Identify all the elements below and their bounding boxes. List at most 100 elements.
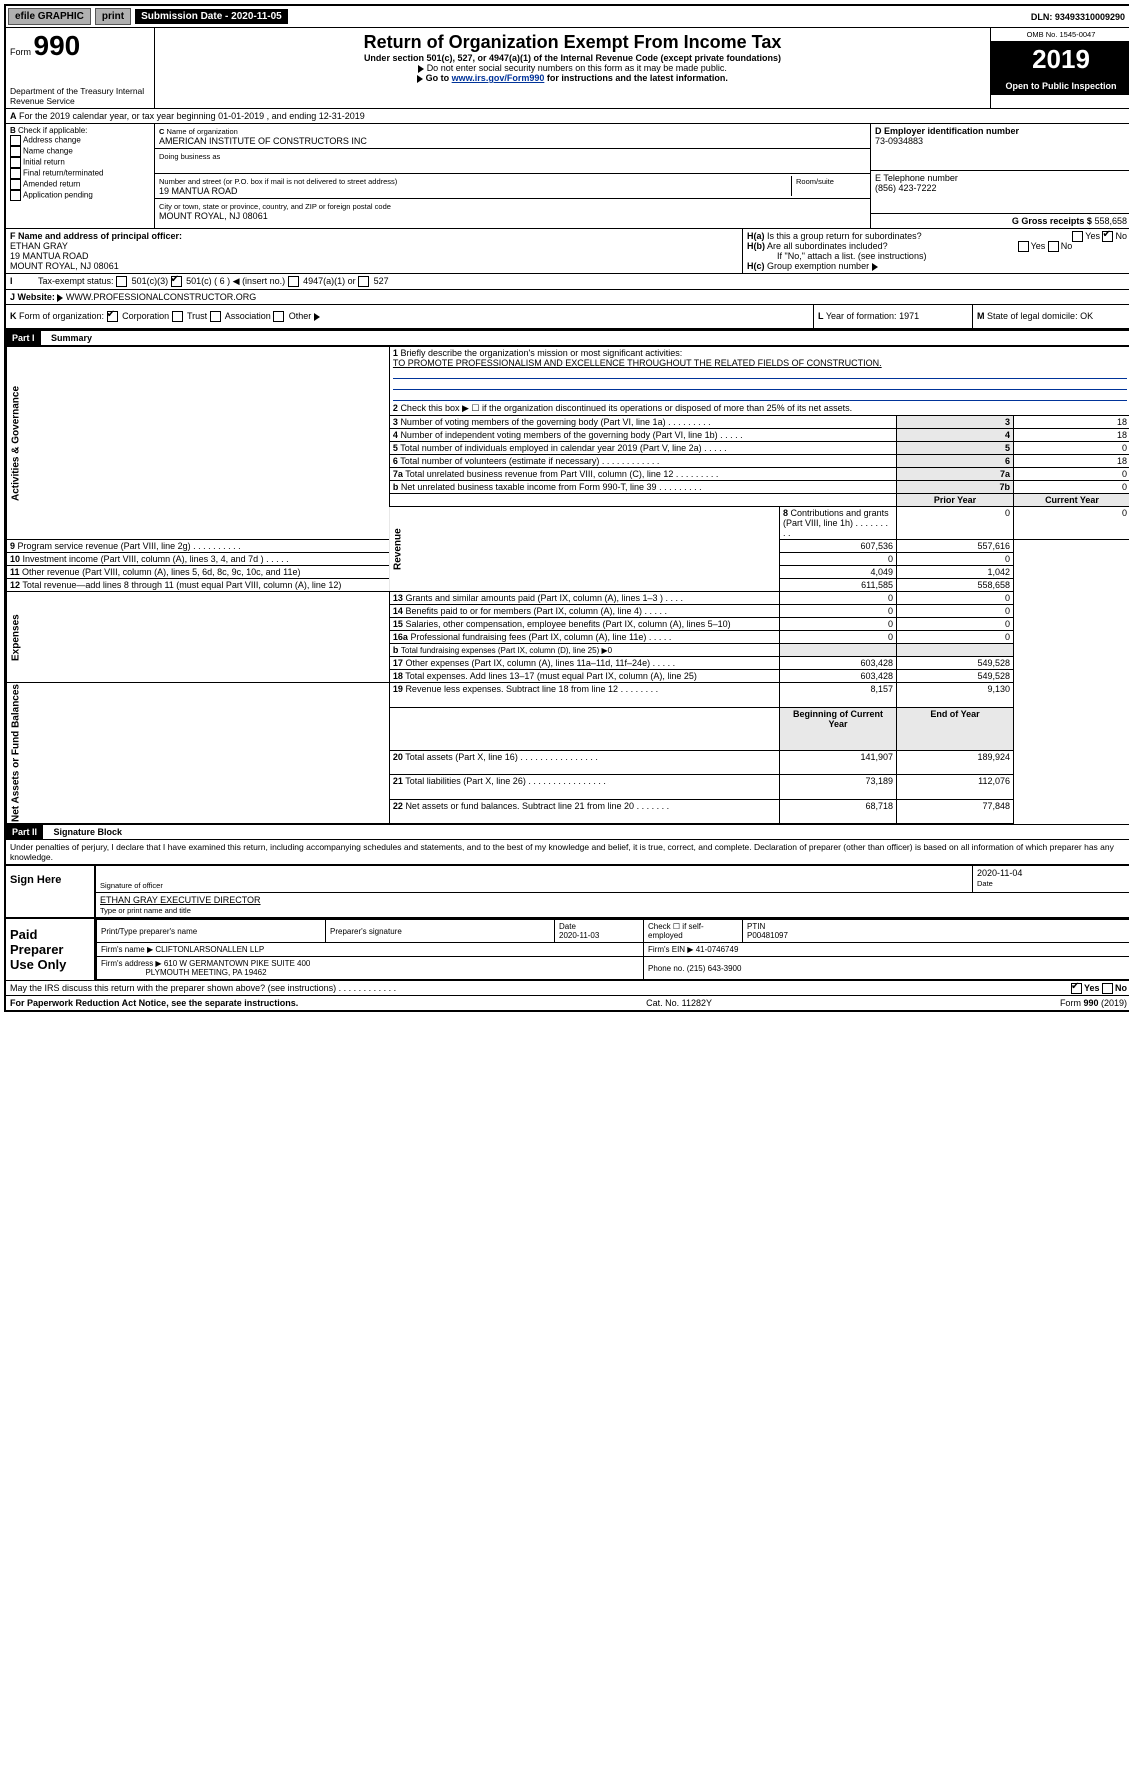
checkbox-final[interactable] — [10, 168, 21, 179]
cb-501c3[interactable] — [116, 276, 127, 287]
ptin-label: PTIN — [747, 922, 765, 931]
main-title: Return of Organization Exempt From Incom… — [159, 32, 986, 53]
form-org-label: Form of organization: — [19, 311, 104, 321]
state-label: State of legal domicile: — [987, 311, 1078, 321]
l17-curr: 549,528 — [897, 657, 1014, 670]
efile-button[interactable]: efile GRAPHIC — [8, 8, 91, 25]
cb-501c[interactable] — [171, 276, 182, 287]
q2-text: Check this box ▶ ☐ if the organization d… — [400, 403, 852, 413]
l3-num: 3 — [897, 416, 1014, 429]
prep-selfemp: Check ☐ if self-employed — [648, 922, 704, 940]
l16b-text: Total fundraising expenses (Part IX, col… — [401, 646, 612, 655]
l7b-val: 0 — [1014, 481, 1129, 494]
footer-center: Cat. No. 11282Y — [646, 998, 712, 1008]
l16a-text: Professional fundraising fees (Part IX, … — [410, 632, 646, 642]
hdr-begin: Beginning of Current Year — [780, 707, 897, 750]
website-value: WWW.PROFESSIONALCONSTRUCTOR.ORG — [66, 292, 256, 302]
dln-label: DLN: 93493310009290 — [1027, 10, 1129, 24]
hb-no[interactable] — [1048, 241, 1059, 252]
form-header: Form 990 Department of the Treasury Inte… — [6, 28, 1129, 109]
sig-date: 2020-11-04 — [977, 868, 1022, 878]
phone-label: E Telephone number — [875, 173, 958, 183]
checkbox-name-change[interactable] — [10, 146, 21, 157]
goto-pre: Go to — [426, 73, 452, 83]
hdr-end: End of Year — [897, 707, 1014, 750]
cb-trust[interactable] — [172, 311, 183, 322]
box-c: C Name of organization AMERICAN INSTITUT… — [155, 124, 871, 228]
cb-corp[interactable] — [107, 311, 118, 322]
subtitle: Under section 501(c), 527, or 4947(a)(1)… — [159, 53, 986, 63]
street-address: 19 MANTUA ROAD — [159, 186, 238, 196]
prep-sig-label: Preparer's signature — [330, 927, 402, 936]
checkbox-amended[interactable] — [10, 179, 21, 190]
firm-addr-label: Firm's address ▶ — [101, 959, 162, 968]
l3-val: 18 — [1014, 416, 1129, 429]
l18-prior: 603,428 — [780, 670, 897, 683]
l8-curr: 0 — [1014, 507, 1129, 540]
opt-4947: 4947(a)(1) or — [303, 276, 356, 286]
l17-text: Other expenses (Part IX, column (A), lin… — [405, 658, 650, 668]
l14-text: Benefits paid to or for members (Part IX… — [405, 606, 642, 616]
ha-no[interactable] — [1102, 231, 1113, 242]
officer-addr2: MOUNT ROYAL, NJ 08061 — [10, 261, 119, 271]
l17-prior: 603,428 — [780, 657, 897, 670]
year-label: Year of formation: — [826, 311, 897, 321]
cb-assoc[interactable] — [210, 311, 221, 322]
firm-phone-label: Phone no. — [648, 964, 684, 973]
ha-yes[interactable] — [1072, 231, 1083, 242]
l20-curr: 189,924 — [897, 750, 1014, 774]
opt-initial: Initial return — [23, 158, 65, 167]
cb-4947[interactable] — [288, 276, 299, 287]
line-a-text: For the 2019 calendar year, or tax year … — [19, 111, 365, 121]
dba-label: Doing business as — [159, 152, 220, 161]
checkbox-pending[interactable] — [10, 190, 21, 201]
l6-text: Total number of volunteers (estimate if … — [400, 456, 599, 466]
l19-prior: 8,157 — [780, 683, 897, 707]
l15-curr: 0 — [897, 618, 1014, 631]
hb-note: If "No," attach a list. (see instruction… — [747, 251, 1127, 261]
firm-addr2: PLYMOUTH MEETING, PA 19462 — [145, 968, 266, 977]
q1-label: Briefly describe the organization's miss… — [400, 348, 682, 358]
l4-num: 4 — [897, 429, 1014, 442]
l10-text: Investment income (Part VIII, column (A)… — [23, 554, 264, 564]
ha-text: Is this a group return for subordinates? — [767, 231, 922, 241]
triangle-icon — [872, 263, 878, 271]
submission-date: Submission Date - 2020-11-05 — [135, 9, 288, 24]
l19-text: Revenue less expenses. Subtract line 18 … — [405, 684, 618, 694]
firm-phone: (215) 643-3900 — [687, 964, 742, 973]
discuss-yes[interactable] — [1071, 983, 1082, 994]
blue-rule — [393, 368, 1127, 379]
hc-text: Group exemption number — [767, 261, 869, 271]
tax-year: 2019 — [991, 42, 1129, 77]
l5-val: 0 — [1014, 442, 1129, 455]
hb-yes[interactable] — [1018, 241, 1029, 252]
irs-link[interactable]: www.irs.gov/Form990 — [452, 73, 545, 83]
opt-assoc: Association — [225, 311, 271, 321]
l5-text: Total number of individuals employed in … — [400, 443, 701, 453]
l15-text: Salaries, other compensation, employee b… — [405, 619, 730, 629]
triangle-icon — [57, 294, 63, 302]
dept-treasury: Department of the Treasury Internal Reve… — [10, 86, 150, 106]
cb-527[interactable] — [358, 276, 369, 287]
gross-value: 558,658 — [1094, 216, 1127, 226]
checkbox-initial[interactable] — [10, 157, 21, 168]
discuss-no[interactable] — [1102, 983, 1113, 994]
sign-here-label: Sign Here — [6, 866, 94, 917]
l22-curr: 77,848 — [897, 799, 1014, 823]
form-container: efile GRAPHIC print Submission Date - 20… — [4, 4, 1129, 1012]
sidebar-revenue: Revenue — [389, 507, 779, 592]
footer-right: Form 990 (2019) — [1060, 998, 1127, 1008]
sig-date-label: Date — [977, 879, 993, 888]
opt-address: Address change — [23, 136, 81, 145]
discuss-text: May the IRS discuss this return with the… — [10, 983, 336, 993]
checkbox-address-change[interactable] — [10, 135, 21, 146]
city-state-zip: MOUNT ROYAL, NJ 08061 — [159, 211, 268, 221]
print-button[interactable]: print — [95, 8, 131, 25]
cb-other[interactable] — [273, 311, 284, 322]
prep-date-label: Date — [559, 922, 576, 931]
prep-name-label: Print/Type preparer's name — [101, 927, 197, 936]
l8-text: Contributions and grants (Part VIII, lin… — [783, 508, 889, 528]
ptin-val: P00481097 — [747, 931, 788, 940]
website-label: Website: — [18, 292, 55, 302]
opt-other: Other — [289, 311, 312, 321]
